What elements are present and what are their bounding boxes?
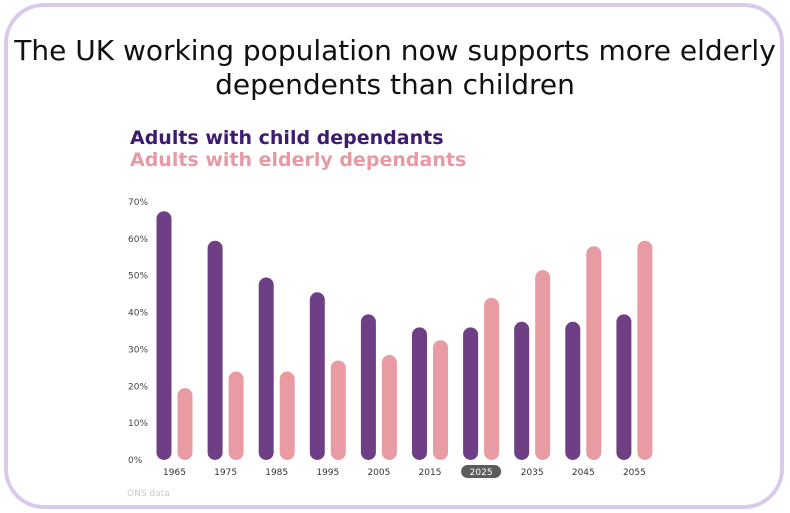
bar-child-dependants xyxy=(156,211,172,460)
y-tick-label: 30% xyxy=(128,345,148,355)
bar-elderly-dependants xyxy=(535,270,551,460)
bar-elderly-dependants xyxy=(484,297,500,460)
x-tick-label: 2005 xyxy=(367,468,390,478)
y-tick-label: 10% xyxy=(128,419,148,429)
legend-child-dependants: Adults with child dependants xyxy=(130,127,444,149)
y-tick-label: 50% xyxy=(128,272,148,282)
bar-child-dependants xyxy=(616,314,632,460)
bar-child-dependants xyxy=(258,277,274,460)
bar-child-dependants xyxy=(360,314,376,460)
bar-elderly-dependants xyxy=(586,246,602,460)
x-tick-label: 1965 xyxy=(163,468,186,478)
x-tick-label: 1985 xyxy=(265,468,288,478)
y-tick-label: 70% xyxy=(128,198,148,208)
bar-elderly-dependants xyxy=(433,340,448,460)
bar-child-dependants xyxy=(412,327,427,460)
y-tick-label: 60% xyxy=(128,235,148,245)
x-tick-label: 2035 xyxy=(521,468,544,478)
x-tick-label: 2055 xyxy=(623,468,646,478)
chart-title: The UK working population now supports m… xyxy=(14,34,776,101)
source-note: ONS data xyxy=(127,489,170,499)
bar-child-dependants xyxy=(514,321,530,460)
y-tick-label: 40% xyxy=(128,309,148,319)
bar-elderly-dependants xyxy=(330,360,346,460)
legend: Adults with child dependants Adults with… xyxy=(130,127,466,171)
highlight-pill xyxy=(461,465,502,478)
bar-child-dependants xyxy=(207,240,223,460)
x-tick-label: 2045 xyxy=(572,468,595,478)
y-tick-label: 20% xyxy=(128,382,148,392)
x-tick-label: 2025 xyxy=(470,468,493,478)
bar-child-dependants xyxy=(309,292,325,460)
y-tick-label: 0% xyxy=(128,456,143,466)
bar-elderly-dependants xyxy=(637,240,653,460)
bar-elderly-dependants xyxy=(228,371,244,460)
bar-child-dependants xyxy=(565,321,581,460)
x-tick-label: 2015 xyxy=(419,468,442,478)
x-tick-label: 1975 xyxy=(214,468,237,478)
legend-elderly-dependants: Adults with elderly dependants xyxy=(130,149,467,171)
bar-elderly-dependants xyxy=(177,388,193,460)
x-tick-label: 1995 xyxy=(316,468,339,478)
bar-elderly-dependants xyxy=(279,371,295,460)
bar-elderly-dependants xyxy=(381,354,397,460)
bar-child-dependants xyxy=(463,327,479,460)
